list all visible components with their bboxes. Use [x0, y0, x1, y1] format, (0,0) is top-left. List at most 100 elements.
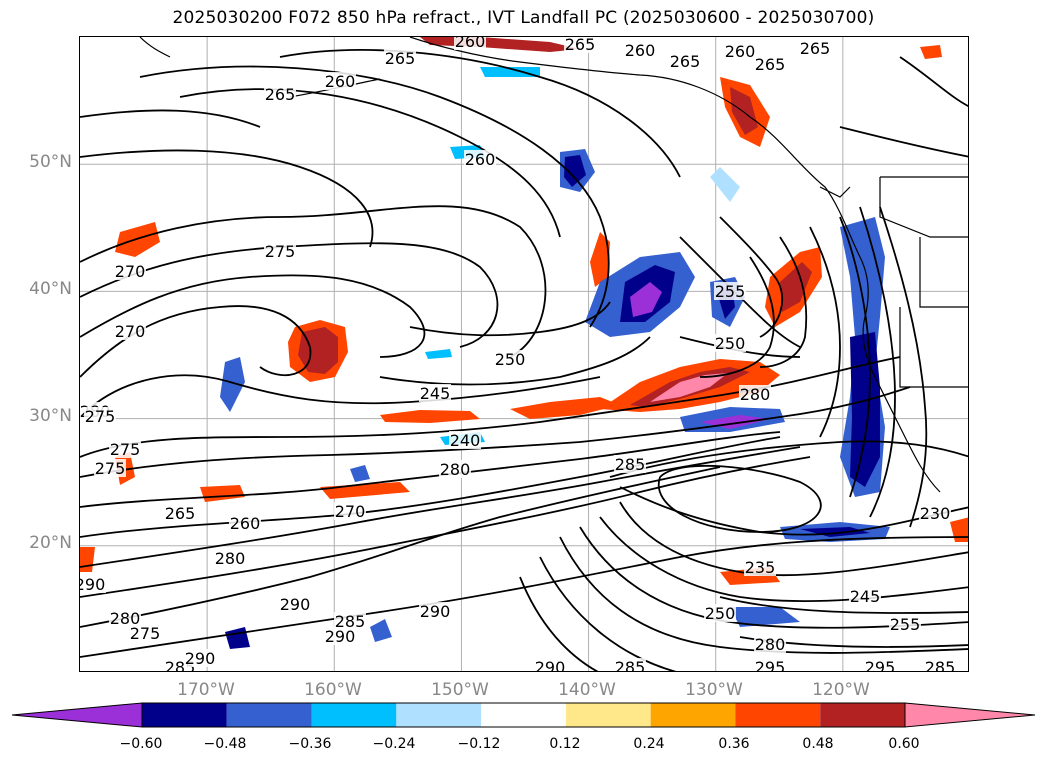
contour-label-bg [439, 460, 471, 478]
contour-label: 265 [385, 49, 416, 68]
contour-label: 235 [745, 558, 776, 577]
contour-label: 285 [615, 658, 646, 672]
contour-label: 245 [420, 384, 451, 403]
contour-label: 295 [865, 658, 896, 672]
contour-label: 295 [755, 658, 786, 672]
contour-label-bg [754, 635, 786, 653]
contour-label-bg [864, 658, 896, 671]
contour-label: 260 [325, 72, 356, 91]
contour-label: 265 [670, 52, 701, 71]
lat-label: 20°N [29, 533, 72, 553]
contour-label: 290 [280, 595, 311, 614]
contour-label-bg [229, 514, 261, 532]
contour-label-bg [464, 150, 496, 168]
contour-label-bg [324, 72, 356, 90]
contour-label: 260 [230, 514, 261, 533]
contour-label: 275 [130, 624, 161, 643]
contour-label: 250 [705, 604, 736, 623]
contour-label-bg [84, 407, 116, 425]
contour-label-bg [704, 604, 736, 622]
contour-label: 260 [465, 150, 496, 169]
contour-label-bg [739, 385, 771, 403]
contour-label: 280 [755, 635, 786, 654]
contour-label-bg [924, 658, 956, 671]
contour-label-bg [744, 558, 776, 576]
colorbar-tick-label: −0.24 [372, 736, 416, 752]
contour-label: 280 [215, 549, 246, 568]
lon-label: 120°W [812, 680, 870, 700]
contour-label-bg [714, 334, 746, 352]
contour-label-bg [754, 55, 786, 73]
contour-label: 260 [725, 42, 756, 61]
contour-label: 275 [85, 407, 116, 426]
lon-label: 170°W [177, 680, 235, 700]
contour-label-bg [614, 455, 646, 473]
colorbar-segment [226, 703, 312, 727]
contour-label-bg [799, 39, 831, 57]
contour-label-bg [624, 41, 656, 59]
colorbar-tick-label: 0.36 [718, 736, 750, 752]
contour-label: 265 [565, 37, 596, 54]
contour-label: 280 [740, 385, 771, 404]
colorbar-tick-label: 0.48 [802, 736, 834, 752]
contour-label-bg [114, 262, 146, 280]
contour-label-bg [669, 52, 701, 70]
colorbar-segment [565, 703, 651, 727]
contour-label-bg [564, 37, 596, 53]
colorbar-segment [481, 703, 566, 727]
colorbar-tick-label: 0.60 [888, 736, 920, 752]
colorbar-extend-high [904, 702, 1036, 728]
colorbar-outline [141, 702, 906, 728]
contour-label-bg [94, 459, 126, 477]
contour-label-bg [454, 37, 486, 50]
contour-label: 260 [625, 41, 656, 60]
lat-label: 30°N [29, 406, 72, 426]
colorbar-segment [820, 703, 905, 727]
contour-label-bg [80, 575, 106, 593]
contour-label: 275 [95, 459, 126, 478]
contour-label-bg [754, 658, 786, 671]
contour-label: 290 [420, 602, 451, 621]
contour-label-bg [419, 384, 451, 402]
contour-label: 255 [890, 615, 921, 634]
contour-label-bg [214, 549, 246, 567]
colorbar-tick-label: −0.48 [203, 736, 247, 752]
contour-label-bg [919, 504, 951, 522]
colorbar-segment [396, 703, 482, 727]
contour-label: 260 [455, 37, 486, 51]
contour-label-bg [334, 502, 366, 520]
contour-label: 285 [925, 658, 956, 672]
contour-label: 270 [115, 262, 146, 281]
contour-label-bg [534, 658, 566, 671]
contour-label-bg [384, 49, 416, 67]
contour-label: 270 [115, 322, 146, 341]
colorbar-segment [311, 703, 397, 727]
contour-label: 230 [920, 504, 951, 523]
contour-label: 285 [335, 612, 366, 631]
colorbar-segment [650, 703, 736, 727]
contour-label: 265 [165, 504, 196, 523]
contour-label-bg [714, 282, 746, 300]
contour-label: 270 [335, 502, 366, 521]
contour-label: 275 [265, 242, 296, 261]
colorbar-tick-label: −0.36 [288, 736, 332, 752]
colorbar-segment [735, 703, 821, 727]
contour-label-bg [109, 440, 141, 458]
coastlines [139, 37, 968, 493]
lon-label: 140°W [558, 680, 616, 700]
contour-label-bg [109, 609, 141, 627]
colorbar [11, 702, 1036, 728]
contour-label-bg [114, 322, 146, 340]
contour-label: 265 [265, 85, 296, 104]
contour-label-bg [129, 624, 161, 642]
colorbar-tick-label: −0.60 [119, 736, 163, 752]
map-panel: 265 260 265 260 265 260 265 260 265 265 260 275 270 2… [79, 36, 969, 672]
lon-label: 130°W [685, 680, 743, 700]
contour-label-bg [324, 627, 356, 645]
contour-label: 290 [325, 627, 356, 646]
contour-label-bg [724, 42, 756, 60]
colorbar-segment [142, 703, 227, 727]
contour-label-bg [419, 602, 451, 620]
contour-label: 265 [755, 55, 786, 74]
